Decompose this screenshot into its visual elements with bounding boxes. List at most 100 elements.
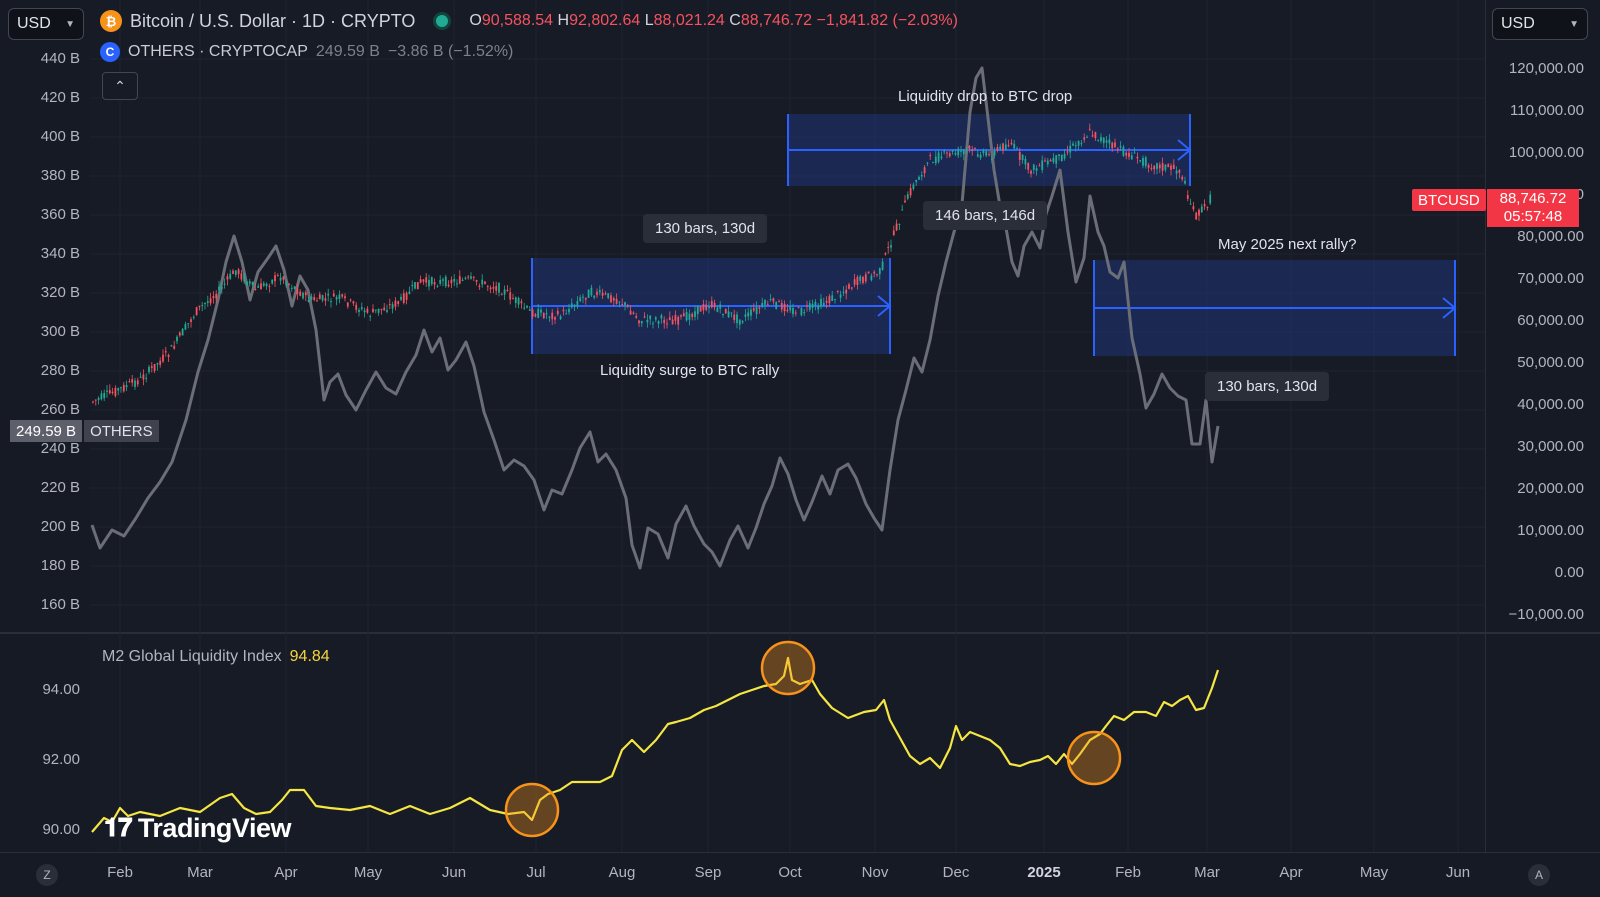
btc-candle-body bbox=[517, 297, 520, 305]
timezone-button[interactable]: Z bbox=[36, 864, 58, 886]
btc-candle-body bbox=[825, 300, 828, 303]
right-axis-tick: 80,000.00 bbox=[1517, 228, 1584, 245]
btc-candle-body bbox=[601, 292, 604, 296]
btc-candle-body bbox=[638, 320, 640, 324]
btc-candle-body bbox=[103, 392, 106, 399]
btc-candle-body bbox=[1156, 163, 1158, 169]
btc-candle-body bbox=[696, 305, 699, 315]
btc-candle-body bbox=[198, 305, 201, 307]
auto-scale-button[interactable]: A bbox=[1528, 864, 1550, 886]
compare-legend[interactable]: C OTHERS · CRYPTOCAP 249.59 B −3.86 B (−… bbox=[100, 42, 513, 62]
btc-candle-body bbox=[1184, 180, 1186, 184]
btc-candle-body bbox=[307, 300, 310, 303]
arrow-head bbox=[1177, 139, 1192, 161]
btc-candle-body bbox=[1150, 167, 1153, 169]
change-value: −1,841.82 (−2.03%) bbox=[816, 12, 958, 29]
right-axis-tick: 110,000.00 bbox=[1510, 102, 1584, 119]
btc-candle-body bbox=[934, 156, 937, 164]
btc-candle-body bbox=[926, 162, 929, 164]
btc-candle-body bbox=[1181, 176, 1184, 180]
right-axis-tick: 40,000.00 bbox=[1517, 396, 1584, 413]
indicator-pane[interactable] bbox=[90, 634, 1485, 852]
btc-candle-body bbox=[531, 309, 534, 317]
btc-candle-body bbox=[475, 280, 478, 282]
btc-candle-body bbox=[428, 280, 430, 287]
pane-divider[interactable] bbox=[0, 632, 1600, 634]
btc-candle-body bbox=[562, 309, 565, 312]
left-currency-select[interactable]: USD ▼ bbox=[8, 8, 84, 40]
btc-candle-body bbox=[929, 155, 932, 157]
symbol-legend[interactable]: ₿ Bitcoin / U.S. Dollar · 1D · CRYPTO O9… bbox=[100, 10, 958, 32]
btc-candle-body bbox=[545, 313, 548, 315]
btc-candle-body bbox=[853, 279, 856, 285]
btc-candle-body bbox=[1170, 165, 1172, 170]
btc-candle-body bbox=[822, 302, 825, 306]
btc-candle-body bbox=[422, 279, 425, 282]
compare-title[interactable]: OTHERS · CRYPTOCAP bbox=[128, 43, 308, 60]
symbol-title[interactable]: Bitcoin / U.S. Dollar · 1D · CRYPTO bbox=[130, 10, 416, 31]
indicator-legend[interactable]: M2 Global Liquidity Index 94.84 bbox=[102, 648, 330, 666]
btc-candle-body bbox=[1125, 152, 1128, 156]
btc-candle-body bbox=[509, 292, 512, 300]
left-axis-tick: 220 B bbox=[40, 479, 80, 496]
btc-candle-body bbox=[691, 313, 694, 317]
collapse-legend-button[interactable]: ⌃ bbox=[102, 72, 138, 100]
btc-candle-body bbox=[310, 296, 313, 300]
btc-candle-body bbox=[120, 387, 122, 389]
btc-candle-body bbox=[1097, 139, 1100, 141]
measure-label-3[interactable]: 130 bars, 130d bbox=[1205, 372, 1330, 401]
btc-bar-countdown: 05:57:48 bbox=[1503, 208, 1563, 225]
btc-candle-body bbox=[304, 292, 307, 296]
btc-candle-body bbox=[1128, 152, 1130, 157]
highlight-circle bbox=[504, 782, 560, 838]
measure-label-1[interactable]: 130 bars, 130d bbox=[643, 214, 768, 243]
btc-candle-body bbox=[999, 146, 1002, 150]
btc-candle-body bbox=[1016, 148, 1018, 150]
btc-candle-body bbox=[377, 308, 380, 313]
btc-candle-body bbox=[400, 296, 402, 300]
btc-candle-body bbox=[873, 271, 876, 274]
btc-candle-body bbox=[702, 304, 705, 311]
tradingview-logo[interactable]: 𝟏𝟕 TradingView bbox=[104, 812, 291, 844]
btc-candle-body bbox=[915, 180, 918, 182]
btc-candle-body bbox=[814, 301, 817, 306]
btc-candle-body bbox=[710, 300, 713, 308]
annotation-next-rally[interactable]: May 2025 next rally? bbox=[1218, 236, 1357, 253]
btc-candle-body bbox=[145, 377, 148, 379]
btc-candle-body bbox=[408, 291, 411, 294]
btc-candle-body bbox=[584, 297, 587, 300]
btc-candle-body bbox=[895, 223, 898, 231]
btc-candle-body bbox=[1178, 169, 1181, 173]
btc-candle-body bbox=[335, 296, 338, 300]
btc-candle-body bbox=[374, 309, 377, 311]
btc-candle-body bbox=[962, 149, 965, 155]
btc-candle-body bbox=[901, 209, 904, 211]
btc-candle-body bbox=[260, 283, 262, 290]
btc-candle-body bbox=[716, 307, 719, 312]
btc-candle-body bbox=[887, 247, 890, 249]
annotation-liquidity-drop[interactable]: Liquidity drop to BTC drop bbox=[898, 88, 1073, 105]
measure-label-2[interactable]: 146 bars, 146d bbox=[923, 201, 1048, 230]
left-axis-tick: 340 B bbox=[40, 245, 80, 262]
indicator-name[interactable]: M2 Global Liquidity Index bbox=[102, 648, 282, 665]
btc-candle-body bbox=[1105, 140, 1108, 143]
btc-candle-body bbox=[1203, 204, 1206, 207]
btc-price-label: 88,746.72 05:57:48 bbox=[1487, 189, 1579, 227]
btc-candle-body bbox=[268, 286, 271, 288]
btc-candle-body bbox=[220, 286, 223, 290]
btc-candle-body bbox=[834, 299, 836, 301]
btc-candle-body bbox=[892, 230, 895, 236]
btc-candle-body bbox=[565, 313, 568, 315]
btc-candle-body bbox=[635, 315, 638, 318]
btc-candle-body bbox=[820, 298, 822, 307]
annotation-liquidity-surge[interactable]: Liquidity surge to BTC rally bbox=[600, 362, 780, 379]
btc-candle-body bbox=[414, 282, 416, 289]
btc-candle-body bbox=[744, 314, 747, 317]
btc-candle-body bbox=[582, 296, 584, 298]
right-axis-tick: 20,000.00 bbox=[1517, 480, 1584, 497]
btc-candle-body bbox=[593, 295, 596, 298]
btc-candle-body bbox=[201, 305, 204, 307]
right-currency-select[interactable]: USD ▼ bbox=[1492, 8, 1588, 40]
left-axis-tick: 260 B bbox=[40, 401, 80, 418]
time-axis[interactable] bbox=[0, 852, 1600, 897]
